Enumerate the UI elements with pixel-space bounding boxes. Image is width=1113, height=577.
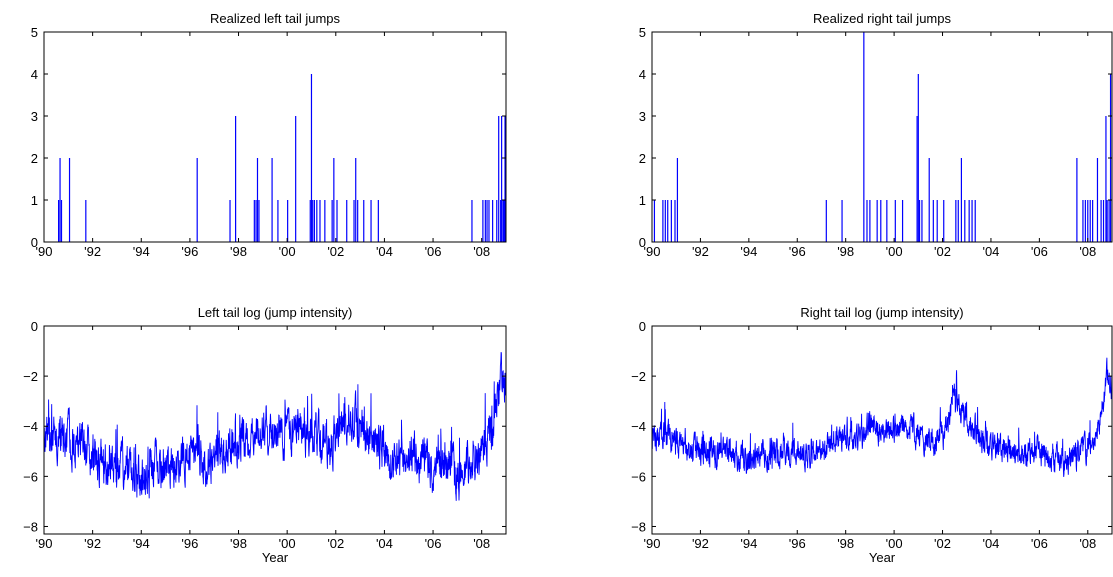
x-tick-label: '96 <box>181 244 198 259</box>
y-tick-label: 0 <box>31 235 38 250</box>
intensity-series-line <box>651 357 1113 477</box>
x-tick-label: '04 <box>376 244 393 259</box>
y-tick-label: −4 <box>631 419 646 434</box>
x-tick-label: '98 <box>837 536 854 551</box>
x-tick-label: '90 <box>36 536 53 551</box>
x-tick-label: '04 <box>982 244 999 259</box>
x-tick-label: '98 <box>837 244 854 259</box>
y-tick-label: 5 <box>31 25 38 40</box>
chart-title: Right tail log (jump intensity) <box>800 305 963 320</box>
plot-frame <box>651 31 1113 243</box>
x-tick-label: '92 <box>692 244 709 259</box>
x-axis-label: Year <box>262 550 289 565</box>
x-tick-label: '98 <box>230 244 247 259</box>
x-tick-label: '92 <box>84 536 101 551</box>
x-tick-label: '02 <box>934 244 951 259</box>
x-axis-label: Year <box>869 550 896 565</box>
x-tick-label: '00 <box>886 244 903 259</box>
y-tick-label: 0 <box>639 319 646 334</box>
x-tick-label: '04 <box>376 536 393 551</box>
x-tick-label: '96 <box>789 536 806 551</box>
x-tick-label: '08 <box>473 244 490 259</box>
y-tick-label: 1 <box>639 193 646 208</box>
x-tick-label: '06 <box>1031 536 1048 551</box>
y-tick-label: 2 <box>639 151 646 166</box>
x-tick-label: '08 <box>1079 244 1096 259</box>
y-tick-label: −8 <box>631 519 646 534</box>
plot-frame <box>43 325 507 535</box>
x-tick-label: '94 <box>740 244 757 259</box>
x-tick-label: '96 <box>181 536 198 551</box>
x-tick-label: '08 <box>473 536 490 551</box>
y-tick-label: 1 <box>31 193 38 208</box>
x-tick-label: '90 <box>644 244 661 259</box>
x-tick-label: '96 <box>789 244 806 259</box>
plot-frame <box>43 31 507 243</box>
y-tick-label: −6 <box>631 469 646 484</box>
y-tick-label: 0 <box>639 235 646 250</box>
x-tick-label: '90 <box>644 536 661 551</box>
x-tick-label: '06 <box>1031 244 1048 259</box>
x-tick-label: '98 <box>230 536 247 551</box>
y-tick-label: 5 <box>639 25 646 40</box>
x-tick-label: '04 <box>982 536 999 551</box>
y-tick-label: 0 <box>31 319 38 334</box>
x-tick-label: '00 <box>279 244 296 259</box>
x-tick-label: '06 <box>425 536 442 551</box>
x-tick-label: '92 <box>692 536 709 551</box>
chart-right-intensity: Right tail log (jump intensity) '90 '92 '94… <box>631 305 1113 565</box>
y-tick-label: 4 <box>639 67 646 82</box>
y-tick-label: −6 <box>23 469 38 484</box>
intensity-series-line <box>43 352 507 501</box>
chart-left-jumps: Realized left tail jumps '90 '92 '94 '96 '98 '… <box>31 11 507 259</box>
chart-title: Realized right tail jumps <box>813 11 952 26</box>
x-tick-label: '02 <box>327 536 344 551</box>
x-tick-label: '94 <box>740 536 757 551</box>
x-tick-label: '02 <box>934 536 951 551</box>
x-tick-label: '92 <box>84 244 101 259</box>
chart-left-intensity: Left tail log (jump intensity) '90 '92 '94 '… <box>23 305 507 565</box>
y-tick-label: 2 <box>31 151 38 166</box>
x-tick-label: '94 <box>133 244 150 259</box>
x-tick-label: '94 <box>133 536 150 551</box>
x-tick-label: '00 <box>886 536 903 551</box>
y-tick-label: 3 <box>31 109 38 124</box>
x-tick-label: '08 <box>1079 536 1096 551</box>
chart-right-jumps: Realized right tail jumps '90 '92 '94 '96 '98… <box>639 11 1113 259</box>
x-tick-label: '90 <box>36 244 53 259</box>
y-tick-label: 4 <box>31 67 38 82</box>
plot-frame <box>651 325 1113 535</box>
y-tick-label: 3 <box>639 109 646 124</box>
y-tick-label: −8 <box>23 519 38 534</box>
chart-title: Left tail log (jump intensity) <box>198 305 353 320</box>
x-tick-label: '00 <box>279 536 296 551</box>
y-tick-label: −2 <box>631 369 646 384</box>
x-tick-label: '06 <box>425 244 442 259</box>
x-tick-label: '02 <box>327 244 344 259</box>
y-tick-label: −4 <box>23 419 38 434</box>
y-tick-label: −2 <box>23 369 38 384</box>
chart-title: Realized left tail jumps <box>210 11 341 26</box>
